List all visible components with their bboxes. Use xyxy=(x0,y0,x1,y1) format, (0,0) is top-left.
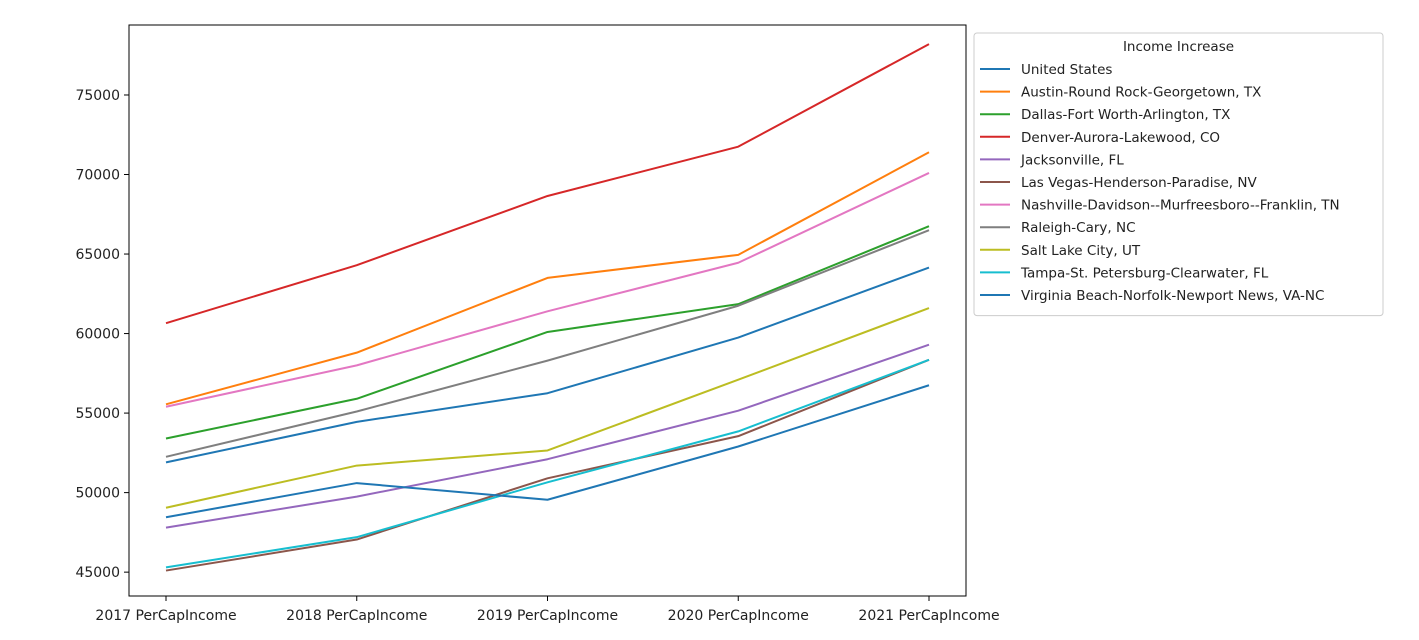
series-line-4 xyxy=(165,343,930,529)
legend-label-9: Tampa-St. Petersburg-Clearwater, FL xyxy=(1020,265,1269,281)
series-line-7 xyxy=(165,229,930,458)
legend-label-5: Las Vegas-Henderson-Paradise, NV xyxy=(1021,175,1257,191)
series-line-8 xyxy=(165,307,930,509)
x-axis: 2017 PerCapIncome 2018 PerCapIncome 2019 P… xyxy=(95,596,1000,624)
y-tick-label-5: 70000 xyxy=(75,168,120,184)
y-tick-label-3: 60000 xyxy=(75,327,120,343)
series-line-10 xyxy=(165,384,930,519)
series-line-9 xyxy=(165,358,930,569)
series-line-5 xyxy=(165,358,930,572)
series-line-2 xyxy=(165,225,930,440)
x-tick-label-1: 2018 PerCapIncome xyxy=(286,608,427,624)
legend-label-8: Salt Lake City, UT xyxy=(1021,243,1141,259)
legend-label-2: Dallas-Fort Worth-Arlington, TX xyxy=(1021,107,1230,123)
y-axis: 45000 50000 55000 60000 65000 70000 75000 xyxy=(75,88,129,581)
series-line-6 xyxy=(165,172,930,408)
y-tick-label-6: 75000 xyxy=(75,88,120,104)
x-tick-label-0: 2017 PerCapIncome xyxy=(95,608,236,624)
y-tick-label-0: 45000 xyxy=(75,565,120,581)
y-tick-label-2: 55000 xyxy=(75,406,120,422)
x-tick-label-2: 2019 PerCapIncome xyxy=(477,608,618,624)
legend-label-4: Jacksonville, FL xyxy=(1020,152,1124,168)
series-line-3 xyxy=(165,43,930,325)
legend-label-0: United States xyxy=(1021,62,1112,78)
series-line-0 xyxy=(165,266,930,464)
series-lines xyxy=(165,43,930,572)
y-tick-label-1: 50000 xyxy=(75,486,120,502)
x-tick-label-4: 2021 PerCapIncome xyxy=(858,608,999,624)
legend-label-3: Denver-Aurora-Lakewood, CO xyxy=(1021,130,1220,146)
legend: Income Increase United States Austin-Roun… xyxy=(973,32,1384,317)
x-tick-label-3: 2020 PerCapIncome xyxy=(668,608,809,624)
legend-label-1: Austin-Round Rock-Georgetown, TX xyxy=(1021,85,1261,101)
series-line-1 xyxy=(165,151,930,406)
y-tick-label-4: 65000 xyxy=(75,247,120,263)
legend-label-10: Virginia Beach-Norfolk-Newport News, VA-… xyxy=(1021,288,1324,304)
legend-label-7: Raleigh-Cary, NC xyxy=(1021,220,1136,236)
legend-title: Income Increase xyxy=(1123,39,1234,55)
legend-label-6: Nashville-Davidson--Murfreesboro--Frankl… xyxy=(1021,198,1340,214)
legend-box xyxy=(973,32,1384,317)
